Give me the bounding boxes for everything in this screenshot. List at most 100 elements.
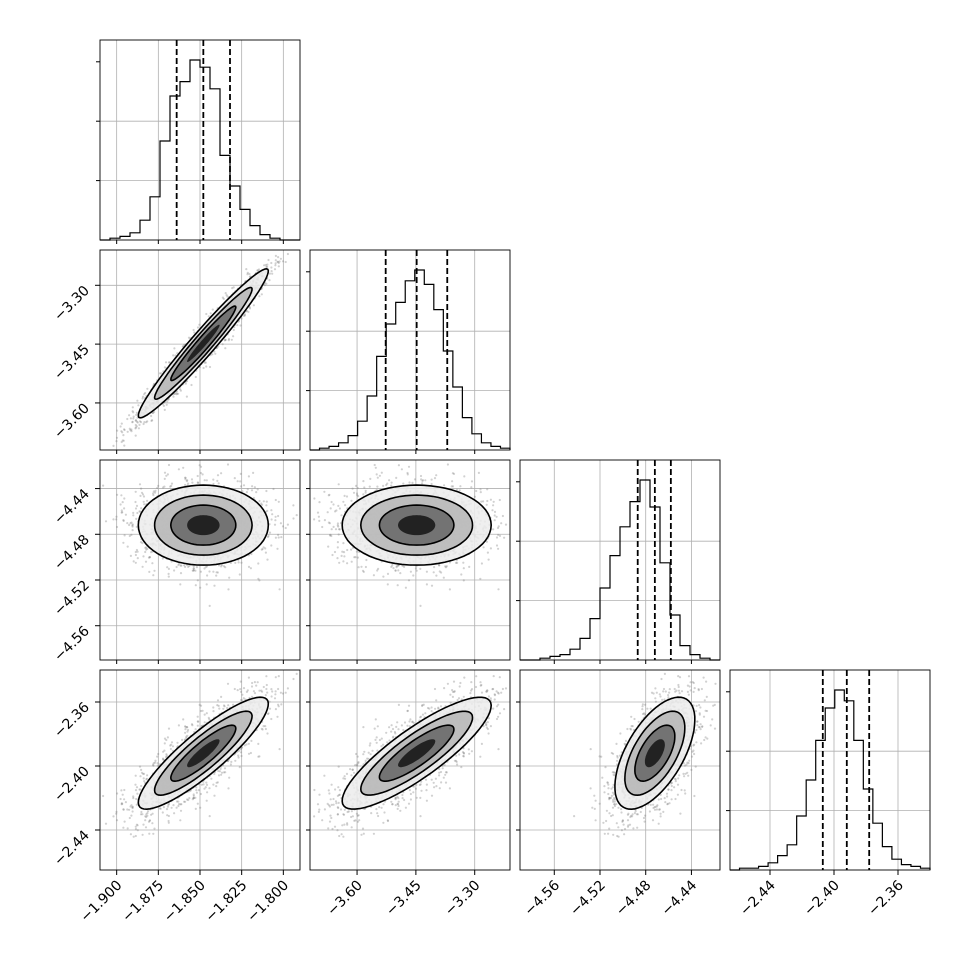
- sample-point: [270, 509, 273, 512]
- sample-point: [419, 474, 423, 478]
- sample-point: [215, 574, 218, 577]
- sample-point: [350, 560, 353, 563]
- sample-point: [211, 353, 214, 356]
- sample-point: [122, 434, 125, 437]
- sample-point: [250, 489, 254, 492]
- sample-point: [197, 481, 200, 484]
- sample-point: [194, 584, 197, 587]
- sample-point: [119, 503, 122, 506]
- sample-point: [214, 352, 217, 355]
- sample-point: [131, 406, 134, 409]
- sample-point: [194, 375, 197, 379]
- sample-point: [266, 558, 269, 561]
- sample-point: [163, 477, 166, 480]
- sample-point: [126, 430, 129, 433]
- sample-point: [247, 565, 251, 569]
- sample-point: [268, 272, 272, 275]
- sample-point: [170, 482, 174, 485]
- sample-point: [479, 491, 482, 494]
- sample-point: [232, 328, 235, 332]
- sample-point: [327, 521, 330, 524]
- sample-point: [470, 480, 474, 483]
- sample-point: [130, 521, 133, 524]
- sample-point: [477, 471, 480, 474]
- sample-point: [420, 478, 423, 481]
- sample-point: [450, 485, 453, 488]
- sample-point: [184, 565, 187, 569]
- sample-point: [157, 484, 160, 487]
- sample-point: [132, 514, 135, 517]
- sample-point: [279, 522, 282, 525]
- sample-point: [143, 503, 146, 506]
- sample-point: [318, 519, 321, 523]
- sample-point: [144, 550, 147, 554]
- sample-point: [390, 481, 393, 484]
- sample-point: [224, 566, 227, 569]
- sample-point: [194, 569, 197, 572]
- sample-point: [173, 347, 176, 350]
- sample-point: [256, 269, 259, 272]
- sample-point: [187, 482, 190, 485]
- sample-point: [340, 554, 343, 558]
- sample-point: [199, 465, 203, 468]
- sample-point: [208, 604, 211, 608]
- sample-point: [330, 500, 333, 504]
- sample-point: [258, 579, 261, 582]
- sample-point: [246, 271, 249, 274]
- sample-point: [148, 556, 152, 559]
- sample-point: [266, 265, 269, 268]
- sample-point: [274, 536, 277, 539]
- sample-point: [337, 533, 340, 536]
- sample-point: [454, 561, 458, 565]
- sample-point: [122, 439, 125, 442]
- sample-point: [338, 507, 341, 510]
- sample-point: [327, 545, 330, 548]
- sample-point: [132, 560, 135, 563]
- sample-point: [130, 533, 133, 537]
- sample-point: [134, 434, 137, 437]
- sample-point: [421, 482, 424, 485]
- sample-point: [199, 586, 202, 589]
- sample-point: [131, 524, 134, 527]
- sample-point: [408, 481, 411, 484]
- sample-point: [278, 588, 281, 591]
- sample-point: [486, 551, 489, 554]
- sample-point: [205, 479, 208, 482]
- sample-point: [486, 488, 489, 491]
- sample-point: [227, 337, 231, 341]
- sample-point: [150, 419, 153, 422]
- sample-point: [378, 474, 381, 477]
- sample-point: [187, 565, 190, 569]
- sample-point: [187, 336, 191, 339]
- sample-point: [501, 514, 504, 518]
- sample-point: [134, 561, 137, 564]
- sample-point: [150, 551, 153, 554]
- sample-point: [338, 528, 341, 531]
- sample-point: [172, 395, 175, 398]
- sample-point: [264, 551, 267, 554]
- sample-point: [161, 557, 164, 560]
- sample-point: [323, 490, 326, 493]
- sample-point: [227, 339, 230, 342]
- sample-point: [468, 565, 471, 569]
- sample-point: [121, 439, 124, 442]
- sample-point: [460, 573, 463, 576]
- sample-point: [330, 528, 333, 531]
- sample-point: [252, 304, 255, 307]
- sample-point: [266, 263, 269, 266]
- sample-point: [336, 546, 339, 549]
- sample-point: [248, 275, 251, 278]
- sample-point: [337, 504, 340, 507]
- sample-point: [102, 484, 105, 487]
- sample-point: [243, 314, 247, 317]
- sample-point: [270, 266, 273, 269]
- sample-point: [238, 573, 241, 576]
- sample-point: [137, 404, 140, 407]
- sample-point: [203, 479, 206, 482]
- sample-point: [343, 494, 346, 497]
- sample-point: [131, 421, 134, 424]
- sample-point: [342, 560, 345, 563]
- sample-point: [286, 523, 289, 526]
- sample-point: [122, 541, 125, 544]
- sample-point: [419, 604, 422, 608]
